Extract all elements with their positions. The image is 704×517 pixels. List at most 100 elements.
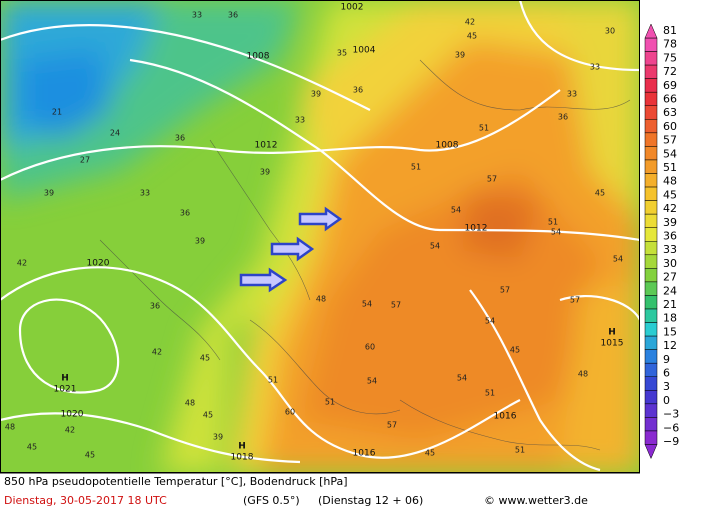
colorbar-label: 33: [663, 243, 677, 256]
colorbar-label: 42: [663, 202, 677, 215]
colorbar-label: 36: [663, 230, 677, 243]
temperature-label: 45: [27, 443, 37, 452]
colorbar-label: 0: [663, 394, 670, 407]
colorbar-label: 63: [663, 106, 677, 119]
colorbar-label: 78: [663, 38, 677, 51]
colorbar-label: 54: [663, 147, 677, 160]
colorbar-segment: [644, 37, 658, 52]
temperature-label: 48: [316, 295, 326, 304]
colorbar-label: 21: [663, 298, 677, 311]
colorbar-label: 24: [663, 284, 677, 297]
isobar-label: 1016: [353, 449, 376, 459]
temperature-label: 45: [467, 32, 477, 41]
temperature-label: 48: [5, 423, 15, 432]
colorbar-segment: [644, 362, 658, 378]
isobar-label: 1004: [353, 46, 376, 56]
colorbar-segment: [644, 430, 658, 445]
temperature-label: 54: [613, 255, 623, 264]
colorbar-label: −3: [663, 408, 679, 421]
temperature-label: 27: [80, 156, 90, 165]
high-pressure: 1021: [54, 385, 77, 395]
temperature-label: 45: [510, 346, 520, 355]
flow-arrows: [239, 206, 343, 293]
temperature-label: 42: [65, 426, 75, 435]
temperature-label: 54: [485, 317, 495, 326]
temperature-label: 33: [192, 11, 202, 20]
isobar-label: 1020: [61, 410, 84, 420]
temperature-label: 54: [451, 206, 461, 215]
colorbar-segment: [644, 91, 658, 106]
isobar-label: 1016: [494, 412, 517, 422]
isobar-label: 1008: [436, 141, 459, 151]
temperature-label: 51: [548, 218, 558, 227]
colorbar-label: 66: [663, 93, 677, 106]
isobar-label: 1002: [341, 3, 364, 13]
colorbar-segment: [644, 417, 658, 432]
temperature-label: 33: [590, 63, 600, 72]
temperature-label: 57: [487, 175, 497, 184]
temperature-label: 39: [260, 168, 270, 177]
high-pressure: 1018: [231, 453, 254, 463]
colorbar-label: 15: [663, 325, 677, 338]
colorbar-segment: [644, 268, 658, 283]
temperature-label: 60: [365, 343, 375, 352]
footer-credit: © www.wetter3.de: [484, 494, 588, 507]
temperature-label: 36: [558, 113, 568, 122]
temperature-label: 39: [44, 189, 54, 198]
footer-run: (Dienstag 12 + 06): [318, 494, 423, 507]
temperature-label: 33: [140, 189, 150, 198]
temperature-label: 45: [425, 449, 435, 458]
colorbar-label: 57: [663, 134, 677, 147]
temperature-label: 42: [17, 259, 27, 268]
colorbar-cap: [644, 444, 658, 460]
colorbar-segment: [644, 335, 658, 350]
colorbar-label: 45: [663, 188, 677, 201]
temperature-label: 54: [367, 377, 377, 386]
isobar-label: 1012: [255, 141, 278, 151]
temperature-label: 33: [567, 90, 577, 99]
temperature-label: 42: [465, 18, 475, 27]
isobar-label: 1012: [465, 224, 488, 234]
colorbar-label: 72: [663, 65, 677, 78]
temperature-label: 54: [430, 242, 440, 251]
colorbar-label: 9: [663, 353, 670, 366]
colorbar-label: 69: [663, 79, 677, 92]
temperature-label: 24: [110, 129, 120, 138]
temperature-label: 57: [387, 421, 397, 430]
footer-title: 850 hPa pseudopotentielle Temperatur [°C…: [4, 475, 348, 488]
colorbar-segment: [644, 295, 658, 310]
temperature-label: 39: [311, 90, 321, 99]
colorbar-label: 81: [663, 24, 677, 37]
temperature-label: 51: [268, 376, 278, 385]
colorbar-segment: [644, 132, 658, 147]
colorbar-segment: [644, 254, 658, 269]
colorbar-segment: [644, 51, 658, 66]
isobar-label: 1020: [87, 259, 110, 269]
footer-model: (GFS 0.5°): [243, 494, 300, 507]
temperature-label: 57: [570, 296, 580, 305]
colorbar-label: 6: [663, 367, 670, 380]
temperature-label: 57: [391, 301, 401, 310]
temperature-label: 54: [457, 374, 467, 383]
colorbar-label: −9: [663, 435, 679, 448]
colorbar-segment: [644, 308, 658, 323]
colorbar-segment: [644, 213, 658, 228]
colorbar-label: 75: [663, 51, 677, 64]
temperature-label: 36: [353, 86, 363, 95]
colorbar-label: 12: [663, 339, 677, 352]
colorbar-segment: [644, 390, 658, 405]
high-symbol: H: [238, 442, 246, 452]
colorbar-segment: [644, 173, 658, 188]
colorbar-label: 3: [663, 380, 670, 393]
high-symbol: H: [608, 328, 616, 338]
temperature-label: 48: [185, 399, 195, 408]
colorbar-label: 27: [663, 271, 677, 284]
footer-date: Dienstag, 30-05-2017 18 UTC: [4, 494, 167, 507]
map-area: 1002 1004 1008 1012 1008 1012 1020 1020 1016 1016…: [0, 0, 640, 473]
temperature-label: 36: [175, 134, 185, 143]
high-symbol: H: [61, 374, 69, 384]
colorbar-segment: [644, 105, 658, 120]
temperature-label: 57: [500, 286, 510, 295]
colorbar-segment: [644, 159, 658, 174]
